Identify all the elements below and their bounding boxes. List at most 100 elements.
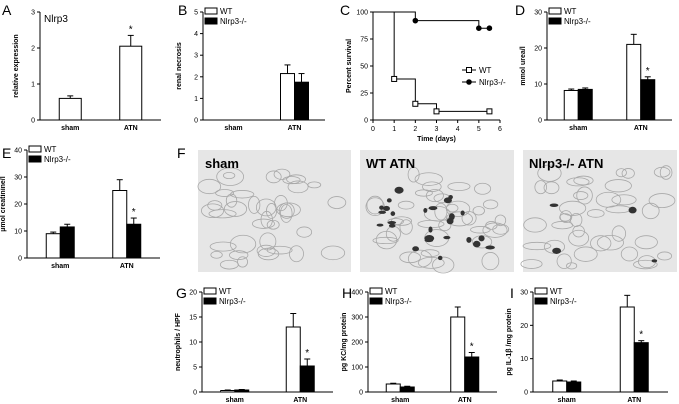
y-tick-label-G: 20: [189, 290, 197, 297]
tubule-outline: [573, 191, 589, 200]
tubule-outline: [200, 203, 225, 219]
panel-label-b: B: [178, 2, 187, 18]
significance-star-G: *: [305, 348, 309, 359]
y-tick-label-B: 1: [194, 96, 198, 103]
x-tick-label-G: sham: [226, 397, 244, 404]
x-tick-label-B: ATN: [288, 125, 302, 132]
micrograph-ko-atn: [523, 150, 677, 272]
y-tick-label-D: 0: [538, 118, 542, 125]
legend-swatch-ko-G: [203, 297, 217, 305]
tubule-outline: [620, 246, 639, 262]
stained-cell: [549, 203, 559, 208]
legend-label-wt-C: WT: [479, 66, 492, 75]
legend-label-ko-C: Nlrp3-/-: [479, 78, 506, 87]
chart-title-A: Nlrp3: [44, 14, 68, 25]
y-tick-label-C: 100: [356, 10, 368, 17]
tubule-outline: [596, 234, 624, 251]
bar-D: [626, 43, 642, 121]
y-tick-label-I: 20: [520, 323, 528, 330]
x-tick-label-H: sham: [391, 397, 409, 404]
tubule-outline: [586, 209, 605, 218]
y-tick-label-I: 0: [524, 390, 528, 397]
y-tick-label-E: 0: [18, 256, 22, 263]
x-tick-label-E: sham: [51, 263, 69, 270]
stained-cell: [386, 198, 392, 203]
tubule-outline: [566, 262, 578, 270]
bar-E: [112, 190, 128, 259]
y-tick-label-A: 0: [31, 118, 35, 125]
legend-swatch-wt-I: [534, 287, 548, 295]
tubule-outline: [273, 168, 291, 180]
stained-cell: [443, 235, 451, 240]
y-tick-label-A: 2: [31, 46, 35, 53]
stained-cell: [443, 197, 452, 204]
stained-cell: [387, 221, 397, 225]
bar-D: [577, 88, 593, 121]
significance-star-I: *: [639, 330, 643, 341]
tubule-outline: [492, 223, 510, 235]
tubule-outline: [522, 241, 552, 251]
bar-G: [299, 365, 315, 393]
tubule-outline: [225, 193, 238, 208]
tubule-outline: [420, 249, 440, 258]
significance-star-E: *: [132, 207, 136, 218]
micrograph-label-wt-atn: WT ATN: [366, 156, 415, 171]
legend-label-ko-G: Nlrp3-/-: [219, 297, 246, 306]
tubule-outline: [251, 218, 275, 229]
y-tick-label-H: 400: [351, 290, 363, 297]
panel-label-e: E: [2, 145, 11, 161]
tubule-outline: [287, 180, 309, 194]
y-axis-label-A: relative expression: [13, 34, 20, 97]
tubule-outline: [481, 252, 500, 271]
point-marker-ko: [412, 17, 419, 24]
x-tick-label-A: ATN: [124, 125, 138, 132]
tubule-outline: [543, 181, 560, 195]
tubule-outline: [320, 245, 346, 261]
y-tick-label-A: 3: [31, 10, 35, 17]
tubule-outline: [461, 211, 477, 226]
y-tick-label-B: 0: [194, 118, 198, 125]
stained-cell: [473, 240, 481, 248]
tubule-outline: [407, 249, 433, 268]
stained-cell: [412, 246, 419, 252]
legend-swatch-wt-H: [369, 287, 383, 295]
tubule-outline: [208, 209, 237, 219]
stained-cell: [394, 186, 404, 194]
tubule-outline: [472, 206, 485, 216]
tubule-outline: [534, 180, 547, 195]
y-tick-label-B: 5: [194, 10, 198, 17]
x-tick-label-I: sham: [558, 397, 576, 404]
tubule-outline: [633, 259, 658, 270]
bar-E: [45, 233, 61, 259]
tubule-outline: [417, 257, 445, 269]
tubule-outline: [237, 256, 249, 268]
tubule-outline: [611, 194, 637, 206]
tubule-outline: [256, 244, 276, 257]
charts-layer: 0 1 2 3 relative expression sham ATN * Nlrp3 0 1 2 3…: [0, 7, 672, 404]
tubule-outline: [375, 230, 398, 250]
legend-swatch-wt-E: [28, 145, 42, 153]
legend-label-ko-B: Nlrp3-/-: [220, 17, 247, 26]
tubule-outline: [566, 177, 590, 187]
survival-line-wt: [373, 11, 490, 112]
tubule-outline: [282, 176, 301, 185]
legend-label-ko-E: Nlrp3-/-: [44, 155, 71, 164]
tubule-outline: [414, 172, 443, 186]
legend-label-wt-D: WT: [564, 7, 577, 16]
legend-label-wt-E: WT: [44, 145, 57, 154]
bar-H: [450, 316, 466, 393]
bar-G: [220, 390, 236, 393]
tubule-outline: [523, 217, 547, 233]
stained-cell: [460, 210, 465, 216]
tubule-outline: [568, 229, 590, 247]
stained-cell: [552, 247, 562, 254]
legend-label-wt-G: WT: [219, 287, 232, 296]
tubule-outline: [288, 245, 304, 263]
tubule-outline: [259, 232, 277, 251]
y-tick-label-C: 75: [360, 37, 368, 44]
y-tick-label-H: 0: [359, 390, 363, 397]
y-tick-label-I: 30: [520, 290, 528, 297]
stained-cell: [437, 255, 443, 261]
survival-line-ko: [373, 11, 490, 29]
stained-cell: [628, 206, 637, 214]
